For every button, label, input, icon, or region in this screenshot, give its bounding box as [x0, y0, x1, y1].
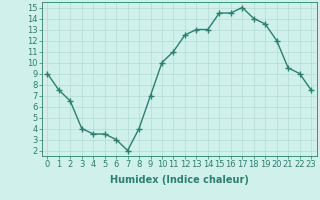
X-axis label: Humidex (Indice chaleur): Humidex (Indice chaleur) — [110, 175, 249, 185]
